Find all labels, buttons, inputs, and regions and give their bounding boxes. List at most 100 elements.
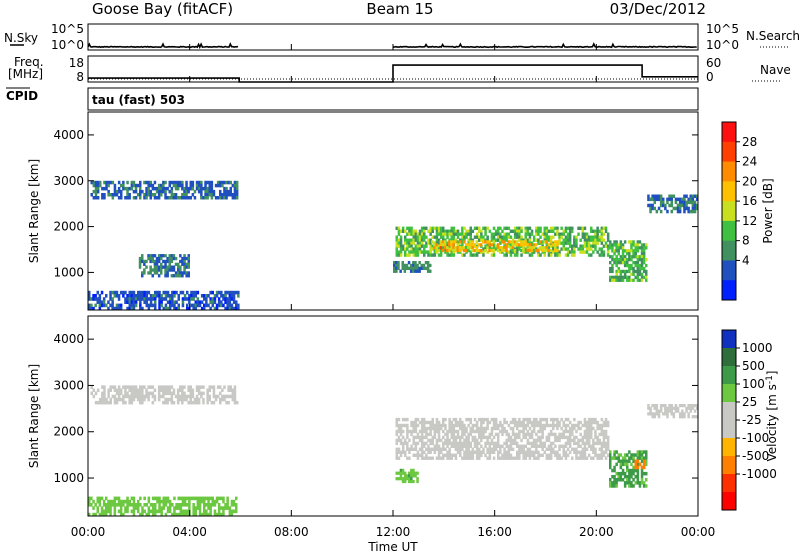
range-gate-cell (579, 444, 582, 448)
range-gate-cell (186, 509, 189, 514)
range-gate-cell (632, 255, 635, 259)
range-gate-cell (556, 232, 559, 236)
range-gate-cell (113, 512, 117, 517)
range-gate-cell (516, 432, 519, 437)
range-gate-cell (168, 262, 171, 266)
range-gate-cell (151, 394, 155, 399)
range-gate-cell (213, 512, 217, 517)
range-gate-cell (423, 429, 426, 434)
range-gate-cell (105, 496, 108, 501)
range-gate-cell (215, 290, 219, 295)
range-gate-cell (427, 450, 430, 454)
range-gate-cell (479, 243, 483, 247)
range-gate-cell (524, 229, 527, 233)
range-gate-cell (217, 300, 221, 304)
range-gate-cell (395, 441, 398, 446)
range-gate-cell (197, 400, 201, 405)
range-gate-cell (541, 423, 544, 428)
range-gate-cell (590, 247, 593, 251)
range-gate-cell (130, 385, 134, 389)
range-gate-cell (429, 456, 432, 460)
range-gate-cell (444, 250, 447, 254)
range-gate-cell (530, 441, 534, 446)
range-gate-cell (117, 509, 121, 514)
range-gate-cell (532, 450, 536, 454)
range-gate-cell (509, 447, 513, 451)
range-gate-cell (583, 232, 587, 236)
range-gate-cell (617, 269, 620, 274)
range-gate-cell (670, 200, 673, 205)
range-gate-cell (132, 391, 136, 396)
range-gate-cell (136, 397, 140, 402)
range-gate-cell (164, 499, 168, 504)
range-gate-cell (179, 180, 182, 185)
range-gate-cell (471, 456, 475, 460)
range-gate-cell (105, 509, 108, 514)
range-gate-cell (442, 232, 445, 236)
range-gate-cell (573, 426, 576, 431)
range-gate-cell (435, 426, 439, 431)
range-gate-cell (617, 249, 620, 253)
range-gate-cell (630, 481, 633, 485)
range-gate-cell (611, 484, 614, 488)
range-gate-cell (450, 240, 453, 244)
range-gate-cell (235, 503, 238, 507)
range-gate-cell (153, 271, 157, 275)
range-gate-cell (501, 453, 504, 457)
range-gate-cell (162, 306, 165, 311)
range-gate-cell (136, 193, 140, 197)
range-gate-cell (642, 249, 646, 253)
range-gate-cell (456, 432, 460, 437)
range-gate-cell (208, 385, 211, 389)
range-gate-cell (526, 423, 530, 428)
range-gate-cell (414, 474, 417, 478)
range-gate-cell (554, 243, 557, 247)
range-gate-cell (549, 429, 553, 434)
velocity-title-main: Velocity [m s (765, 384, 779, 461)
range-gate-cell (172, 265, 176, 269)
range-gate-cell (223, 193, 226, 197)
range-gate-cell (193, 400, 197, 405)
range-gate-cell (225, 189, 228, 194)
range-gate-cell (505, 232, 508, 236)
range-gate-cell (615, 481, 618, 485)
range-gate-cell (412, 241, 415, 245)
range-gate-cell (204, 189, 207, 194)
range-gate-cell (687, 412, 690, 416)
range-gate-cell (191, 186, 195, 191)
range-gate-cell (172, 256, 176, 261)
range-gate-cell (566, 435, 570, 440)
range-gate-cell (200, 180, 203, 185)
range-gate-cell (429, 238, 432, 242)
range-gate-cell (416, 250, 420, 254)
range-gate-cell (222, 303, 225, 308)
range-gate-cell (448, 240, 451, 244)
range-gate-cell (596, 229, 599, 233)
range-gate-cell (503, 240, 506, 244)
range-gate-cell (473, 423, 477, 428)
range-gate-cell (423, 435, 426, 440)
range-gate-cell (459, 441, 462, 446)
range-gate-cell (171, 290, 174, 295)
range-gate-cell (509, 250, 513, 254)
range-gate-cell (564, 450, 568, 454)
range-gate-cell (395, 456, 398, 460)
range-gate-cell (132, 385, 136, 389)
range-gate-cell (395, 261, 398, 265)
range-gate-cell (143, 509, 146, 514)
range-gate-cell (151, 400, 155, 405)
range-gate-cell (465, 429, 468, 434)
range-gate-cell (94, 391, 98, 396)
range-gate-cell (579, 432, 582, 437)
range-gate-cell (568, 250, 572, 254)
range-gate-cell (566, 238, 570, 242)
range-gate-cell (431, 417, 434, 422)
range-gate-cell (437, 447, 441, 451)
range-gate-cell (397, 232, 401, 236)
range-gate-cell (632, 243, 635, 247)
range-gate-cell (237, 294, 240, 298)
range-gate-cell (395, 477, 398, 481)
range-gate-cell (96, 180, 100, 185)
range-gate-cell (552, 426, 555, 431)
